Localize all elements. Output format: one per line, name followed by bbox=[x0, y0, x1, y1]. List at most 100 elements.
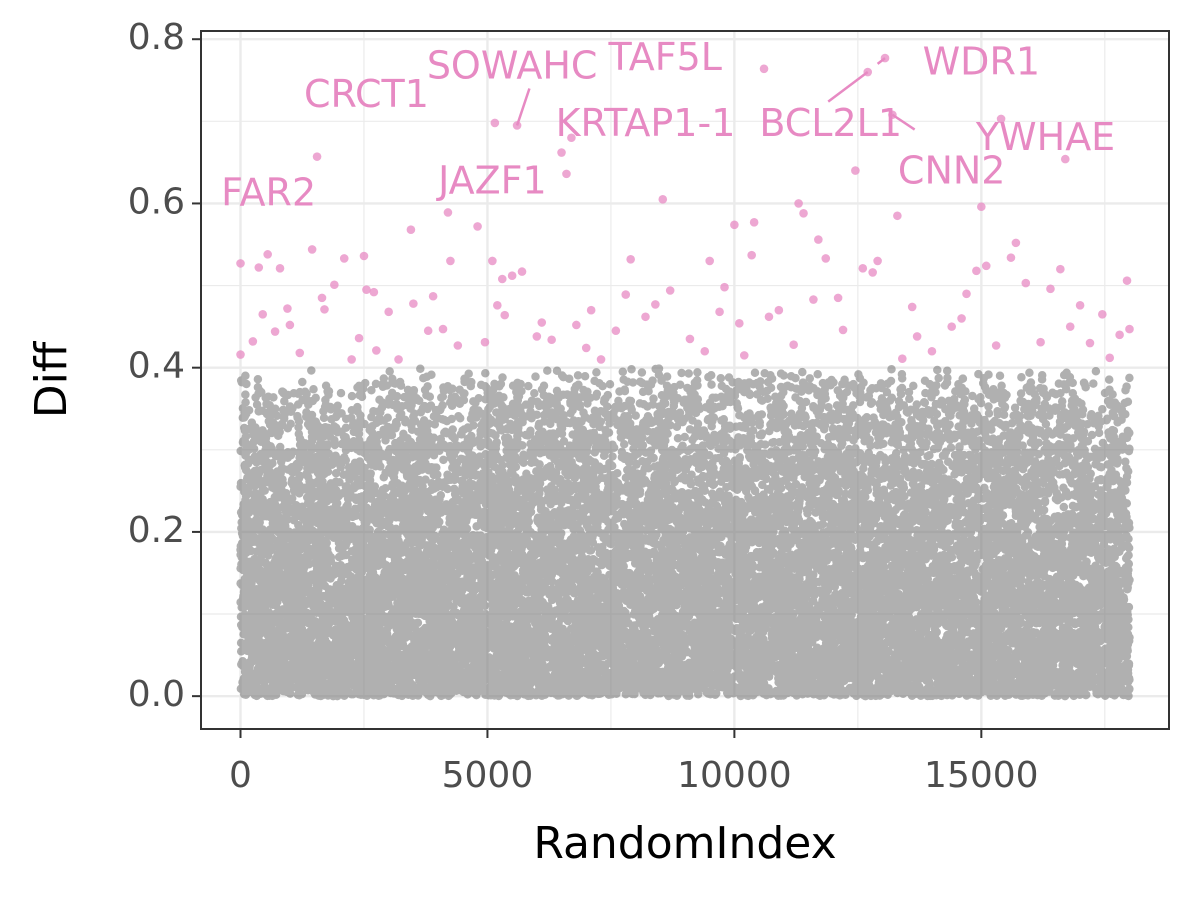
highlighted-point bbox=[567, 133, 576, 143]
highlighted-point bbox=[1085, 338, 1095, 348]
highlighted-point bbox=[258, 310, 268, 319]
highlighted-point bbox=[851, 166, 860, 175]
highlighted-point bbox=[537, 318, 547, 327]
gene-label: KRTAP1-1 bbox=[556, 101, 736, 145]
highlighted-point bbox=[317, 293, 327, 303]
highlighted-point bbox=[1125, 324, 1134, 334]
highlighted-point bbox=[789, 340, 798, 349]
highlighted-point bbox=[957, 314, 966, 323]
highlighted-point bbox=[263, 250, 272, 259]
highlighted-point bbox=[1060, 154, 1070, 164]
annotation-segment bbox=[891, 113, 916, 131]
y-tick-label: 0.2 bbox=[128, 510, 185, 551]
gene-label: BCL2L1 bbox=[759, 101, 902, 145]
highlighted-point bbox=[912, 332, 922, 341]
highlighted-point bbox=[873, 256, 882, 266]
y-axis-title: Diff bbox=[26, 340, 77, 418]
highlighted-point bbox=[270, 327, 280, 336]
highlighted-point bbox=[307, 245, 317, 254]
highlighted-point bbox=[1075, 300, 1085, 310]
highlighted-point bbox=[497, 274, 507, 284]
highlighted-point bbox=[1105, 353, 1115, 363]
gene-label: JAZF1 bbox=[436, 158, 547, 202]
annotation-segment bbox=[876, 57, 886, 65]
highlighted-point bbox=[500, 310, 510, 320]
gene-label: YWHAE bbox=[975, 115, 1115, 159]
highlighted-point bbox=[1056, 264, 1065, 274]
highlighted-point bbox=[507, 271, 517, 281]
highlighted-point bbox=[446, 256, 455, 266]
highlighted-point bbox=[1006, 253, 1016, 262]
highlighted-point bbox=[480, 337, 490, 347]
highlighted-point bbox=[626, 254, 635, 264]
highlighted-point bbox=[774, 305, 784, 315]
y-tick-label: 0.0 bbox=[128, 674, 185, 715]
highlighted-point bbox=[532, 332, 542, 341]
highlighted-point bbox=[275, 264, 285, 273]
highlighted-point bbox=[665, 286, 675, 295]
highlighted-point bbox=[596, 355, 606, 364]
highlighted-point bbox=[962, 289, 971, 299]
highlighted-point bbox=[372, 346, 381, 355]
highlighted-point bbox=[705, 256, 714, 266]
x-axis-title: RandomIndex bbox=[533, 818, 836, 869]
highlighted-point bbox=[720, 282, 729, 292]
x-tick-label: 10000 bbox=[677, 755, 792, 796]
highlighted-point bbox=[972, 266, 981, 276]
highlighted-point bbox=[715, 307, 724, 317]
highlighted-point bbox=[1011, 238, 1021, 248]
highlighted-point bbox=[794, 199, 803, 208]
highlighted-point bbox=[809, 295, 818, 304]
highlighted-point bbox=[651, 300, 660, 309]
gene-label: WDR1 bbox=[923, 39, 1040, 83]
highlighted-point bbox=[473, 222, 482, 231]
highlighted-point bbox=[838, 325, 848, 335]
highlighted-point bbox=[384, 307, 393, 317]
highlighted-point bbox=[423, 326, 433, 336]
highlighted-point bbox=[409, 299, 418, 308]
highlighted-points bbox=[236, 53, 1134, 364]
highlighted-point bbox=[254, 263, 264, 272]
x-tick-label: 0 bbox=[229, 755, 252, 796]
highlighted-point bbox=[927, 346, 937, 356]
highlighted-point bbox=[739, 351, 749, 360]
highlighted-point bbox=[490, 118, 500, 128]
highlighted-point bbox=[611, 326, 621, 336]
highlighted-point bbox=[369, 287, 379, 297]
background-points bbox=[236, 364, 1134, 701]
highlighted-point bbox=[406, 225, 416, 235]
highlighted-point bbox=[1036, 337, 1045, 347]
highlighted-point bbox=[641, 312, 650, 322]
highlighted-point bbox=[562, 169, 571, 179]
highlighted-point bbox=[1098, 310, 1107, 319]
annotation-segment bbox=[515, 88, 531, 126]
highlighted-point bbox=[991, 341, 1001, 350]
gene-label: CRCT1 bbox=[304, 72, 429, 116]
highlighted-point bbox=[248, 337, 258, 346]
x-tick-label: 5000 bbox=[442, 755, 534, 796]
highlighted-point bbox=[868, 268, 877, 277]
highlighted-point bbox=[898, 354, 907, 363]
highlighted-point bbox=[283, 304, 292, 313]
highlighted-point bbox=[621, 290, 631, 299]
highlighted-point bbox=[572, 320, 581, 330]
highlighted-point bbox=[1065, 322, 1075, 331]
gene-label: CNN2 bbox=[898, 149, 1006, 193]
highlighted-point bbox=[312, 152, 322, 161]
highlighted-point bbox=[764, 312, 774, 322]
gene-label: TAF5L bbox=[608, 35, 722, 79]
highlighted-point bbox=[547, 335, 556, 345]
highlighted-point bbox=[517, 267, 527, 276]
highlighted-point bbox=[488, 256, 497, 266]
highlighted-point bbox=[493, 300, 502, 310]
y-tick-label: 0.4 bbox=[128, 346, 185, 387]
highlighted-point bbox=[295, 348, 305, 358]
highlighted-point bbox=[947, 322, 956, 331]
highlighted-point bbox=[658, 195, 668, 204]
highlighted-point bbox=[907, 302, 917, 312]
gene-label: SOWAHC bbox=[427, 43, 598, 87]
highlighted-point bbox=[354, 333, 364, 343]
highlighted-point bbox=[581, 343, 591, 353]
highlighted-point bbox=[453, 341, 463, 350]
